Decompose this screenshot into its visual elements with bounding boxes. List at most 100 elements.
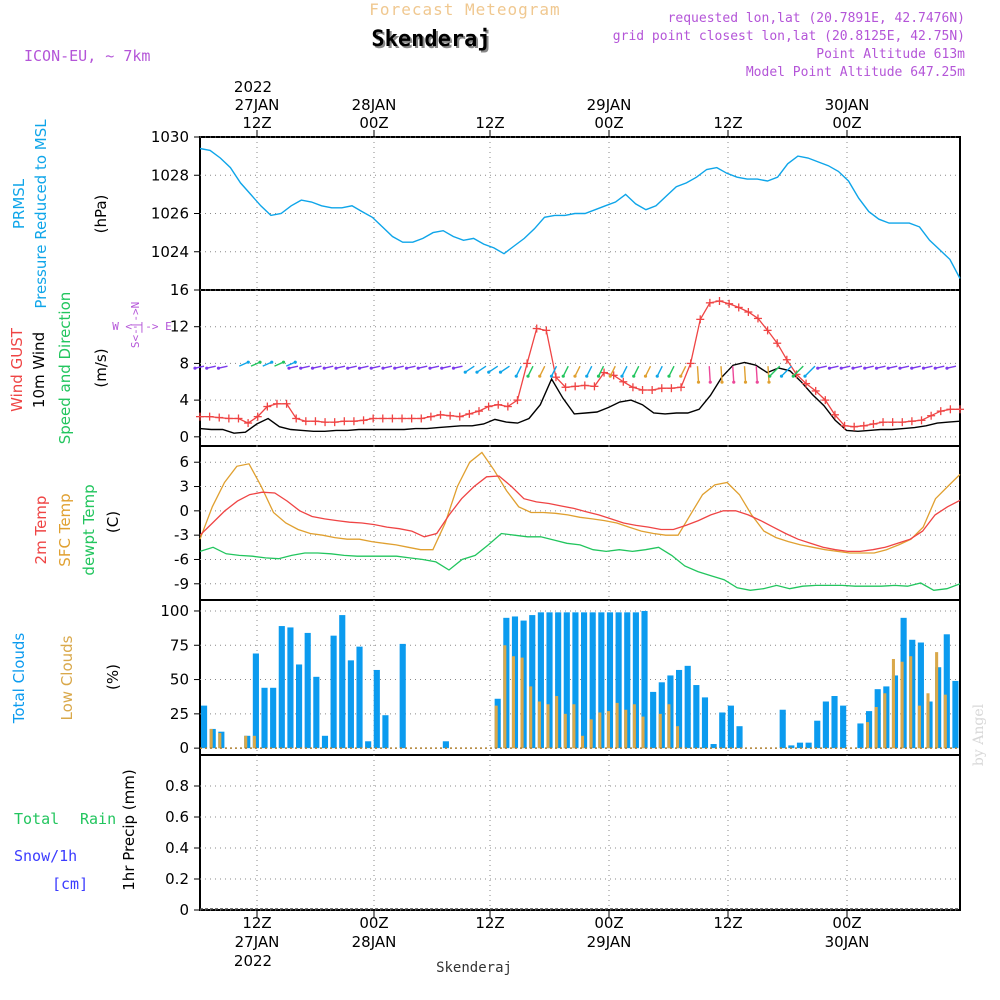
low-cloud-bar xyxy=(218,733,222,749)
title-top: Forecast Meteogram xyxy=(369,0,560,19)
wind-direction-arrow xyxy=(767,366,770,383)
watermark: by Angel xyxy=(971,703,987,766)
wind-direction-arrowhead xyxy=(561,374,565,378)
ytick-label: 0 xyxy=(179,428,189,446)
wind-direction-arrowhead xyxy=(393,366,397,370)
xtick-hour-bottom: 00Z xyxy=(359,914,388,932)
ytick-label: -6 xyxy=(174,550,189,568)
wind-direction-arrow xyxy=(781,365,792,377)
total-cloud-bar xyxy=(693,685,700,749)
wind-direction-arrowhead xyxy=(679,374,683,378)
wind-direction-arrow xyxy=(262,361,273,367)
wind-direction-arrowhead xyxy=(498,370,503,374)
total-cloud-bar xyxy=(615,612,622,749)
low-cloud-bar xyxy=(658,713,662,749)
low-cloud-bar xyxy=(511,656,515,749)
wind-direction-arrow xyxy=(769,365,781,377)
total-cloud-bar xyxy=(581,612,588,749)
footer-station: Skenderaj xyxy=(436,960,512,976)
total-cloud-bar xyxy=(736,726,743,749)
xtick-hour-top: 00Z xyxy=(359,114,388,132)
wind-direction-arrow xyxy=(644,365,652,377)
model-altitude: Model Point Altitude 647.25m xyxy=(746,65,965,80)
total-cloud-bar xyxy=(546,612,553,749)
total-cloud-bar xyxy=(822,701,829,749)
ytick-label: 1028 xyxy=(151,166,189,184)
wind-direction-arrowhead xyxy=(720,380,724,384)
ytick-label: 75 xyxy=(170,636,189,654)
unit-hpa: (hPa) xyxy=(92,195,110,234)
wind-direction-arrowhead xyxy=(334,366,338,370)
total-cloud-bar xyxy=(563,612,570,749)
wind-direction-arrowhead xyxy=(620,374,624,378)
xtick-date-top: 30JAN xyxy=(825,96,870,114)
total-cloud-bar xyxy=(304,632,311,749)
total-cloud-bar xyxy=(330,635,337,749)
ytick-label: 1030 xyxy=(151,128,189,146)
wind-direction-arrowhead xyxy=(369,366,373,370)
total-cloud-bar xyxy=(252,653,259,749)
low-cloud-bar xyxy=(252,735,256,749)
total-cloud-bar xyxy=(209,728,216,749)
wind-direction-arrowhead xyxy=(526,374,530,378)
total-cloud-bar xyxy=(598,612,605,749)
low-cloud-bar xyxy=(926,693,930,749)
wind-direction-arrowhead xyxy=(573,374,577,378)
wind-direction-arrowhead xyxy=(732,380,736,384)
panel-frame-5 xyxy=(199,754,961,911)
wind-direction-arrowhead xyxy=(816,366,820,370)
low-cloud-bar xyxy=(209,728,213,749)
wind-direction-arrowhead xyxy=(874,366,879,370)
wind-direction-arrow xyxy=(527,365,534,377)
label-cm: [cm] xyxy=(52,875,88,893)
wind-direction-arrow xyxy=(550,365,558,377)
gridpoint-coords: grid point closest lon,lat (20.8125E, 42… xyxy=(613,29,965,44)
total-cloud-bar xyxy=(537,612,544,749)
low-cloud-bar xyxy=(883,693,887,749)
wind-direction-arrow xyxy=(515,365,522,377)
wind-direction-arrow xyxy=(792,365,804,377)
wind-direction-arrowhead xyxy=(346,366,350,370)
wind-direction-arrowhead xyxy=(667,374,671,378)
label-rain: Rain xyxy=(80,810,116,828)
label-2mtemp: 2m Temp xyxy=(32,496,50,565)
wind-direction-arrowhead xyxy=(451,366,456,370)
total-cloud-bar xyxy=(278,626,285,749)
compass-ns: S<-|->N xyxy=(129,302,142,348)
ytick-label: 0.6 xyxy=(165,808,189,826)
ytick-label: 0 xyxy=(179,502,189,520)
total-cloud-bar xyxy=(572,612,579,749)
low-cloud-bar xyxy=(537,701,541,749)
low-cloud-bar xyxy=(494,705,498,749)
wind-direction-arrowhead xyxy=(281,360,286,364)
xtick-hour-top: 12Z xyxy=(242,114,271,132)
total-cloud-bar xyxy=(347,660,354,749)
wind-direction-arrow xyxy=(574,365,581,377)
wind-direction-arrowhead xyxy=(655,374,659,378)
panel-frame-3 xyxy=(199,445,961,601)
low-cloud-bar xyxy=(572,704,576,749)
low-cloud-bar xyxy=(900,661,904,749)
low-cloud-bar xyxy=(624,709,628,749)
total-cloud-bar xyxy=(701,697,709,749)
ytick-label: 8 xyxy=(179,354,189,372)
ytick-label: 1026 xyxy=(151,205,189,223)
wind-direction-arrow xyxy=(586,365,593,377)
model-label: ICON-EU, ~ 7km xyxy=(24,47,150,65)
wind-direction-arrowhead xyxy=(416,366,420,370)
wind-direction-arrow xyxy=(464,365,475,373)
station-title: Skenderaj xyxy=(373,29,492,54)
wind-direction-arrowhead xyxy=(803,374,807,378)
xtick-hour-bottom: 12Z xyxy=(475,914,504,932)
total-cloud-bar xyxy=(641,610,648,749)
label-gust: Wind GUST xyxy=(8,327,26,412)
total-cloud-bar xyxy=(270,687,277,749)
low-cloud-bar xyxy=(529,686,533,749)
xtick-hour-bottom: 00Z xyxy=(832,914,861,932)
wind-direction-arrow xyxy=(562,365,569,377)
point-altitude: Point Altitude 613m xyxy=(816,47,965,62)
xtick-date-top: 29JAN xyxy=(587,96,632,114)
total-cloud-bar xyxy=(676,669,683,749)
low-cloud-bar xyxy=(598,712,602,749)
